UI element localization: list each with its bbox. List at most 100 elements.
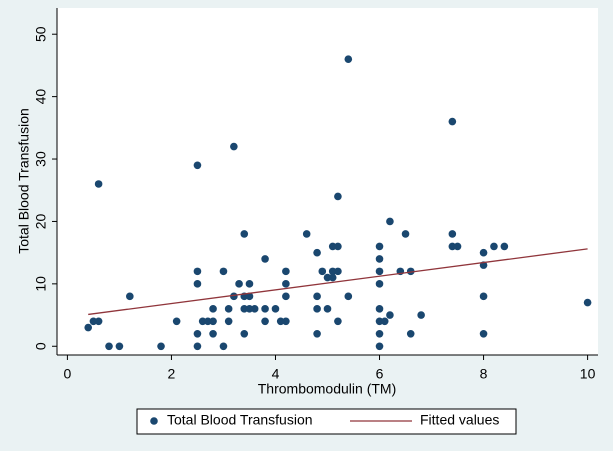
point (313, 329, 321, 338)
point (240, 305, 249, 313)
legend-label: Total Blood Transfusion (167, 412, 313, 428)
legend-label: Fitted values (420, 412, 499, 428)
point (261, 305, 269, 313)
x-tick-label: 8 (480, 366, 488, 382)
y-tick-label: 10 (33, 276, 49, 292)
point (375, 342, 384, 351)
point (193, 342, 202, 351)
point (334, 242, 342, 251)
y-tick-label: 0 (33, 342, 49, 350)
point (401, 230, 410, 238)
x-axis-title: Thrombomodulin (TM) (258, 381, 396, 397)
point (245, 280, 254, 288)
point (344, 55, 353, 63)
point (479, 248, 488, 257)
point (240, 329, 249, 338)
point (230, 292, 238, 301)
point (453, 242, 462, 251)
point (250, 305, 259, 313)
point (406, 267, 415, 276)
point (313, 305, 321, 313)
y-tick-label: 50 (33, 26, 49, 42)
point (386, 311, 394, 319)
point (323, 305, 332, 313)
point (193, 267, 202, 276)
x-tick-label: 2 (168, 366, 176, 382)
point (490, 242, 498, 251)
plot-area (57, 8, 598, 355)
legend (136, 408, 517, 435)
point (417, 311, 425, 319)
legend-marker (150, 417, 158, 425)
point (282, 317, 290, 326)
point (334, 192, 342, 201)
point (448, 230, 457, 238)
point (198, 317, 207, 326)
fitted-line (88, 248, 588, 316)
point (230, 142, 238, 151)
point (219, 267, 228, 276)
point (209, 329, 217, 338)
point (224, 317, 233, 326)
point (328, 273, 337, 282)
point (235, 280, 243, 288)
point (193, 161, 202, 170)
point (375, 305, 384, 313)
y-tick-label: 40 (33, 89, 49, 105)
point (105, 342, 113, 351)
point (172, 317, 181, 326)
point (261, 255, 269, 263)
y-axis-title: Total Blood Transfusion (16, 108, 32, 254)
point (328, 267, 337, 276)
point (84, 323, 93, 332)
point (375, 267, 384, 276)
point (328, 242, 337, 251)
point (386, 217, 394, 226)
point (302, 230, 311, 238)
point (323, 273, 332, 282)
point (282, 280, 290, 288)
point (344, 292, 353, 301)
point (375, 255, 384, 263)
x-tick-label: 10 (580, 366, 596, 382)
point (209, 317, 217, 326)
point (375, 280, 384, 288)
point (245, 305, 254, 313)
point (375, 329, 384, 338)
point (500, 242, 509, 251)
point (261, 317, 269, 326)
x-tick-label: 4 (272, 366, 280, 382)
y-tick-label: 20 (33, 213, 49, 229)
point (193, 329, 202, 338)
point (406, 329, 415, 338)
point (479, 292, 488, 301)
point (94, 180, 103, 188)
point (126, 292, 134, 301)
point (94, 317, 103, 326)
point (448, 117, 457, 126)
point (313, 248, 321, 257)
point (240, 230, 249, 238)
point (375, 317, 384, 326)
point (583, 298, 592, 307)
point (193, 280, 202, 288)
point (157, 342, 165, 351)
point (282, 267, 290, 276)
point (204, 317, 212, 326)
x-tick-label: 6 (376, 366, 384, 382)
point (209, 305, 217, 313)
y-tick-label: 30 (33, 151, 49, 167)
point (375, 242, 384, 251)
point (89, 317, 98, 326)
point (313, 292, 321, 301)
point (271, 305, 280, 313)
point (282, 292, 290, 301)
point (224, 305, 233, 313)
point (479, 329, 488, 338)
point (448, 242, 457, 251)
point (380, 317, 389, 326)
point (318, 267, 327, 276)
point (334, 267, 342, 276)
point (334, 317, 342, 326)
